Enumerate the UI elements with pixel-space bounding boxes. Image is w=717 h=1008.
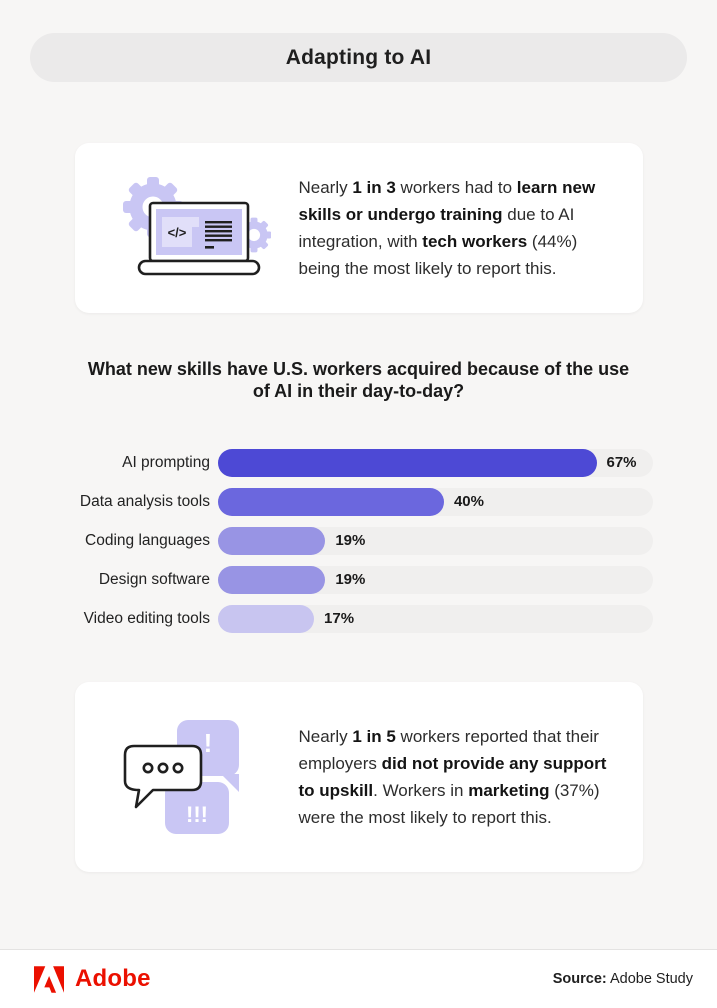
bar-fill: [218, 566, 326, 594]
chat-bubble-dots: [123, 744, 202, 809]
bar-value-label: 67%: [606, 454, 637, 471]
bar-category-label: Data analysis tools: [79, 493, 210, 510]
bar-value-label: 40%: [453, 493, 484, 510]
exclamation-glyph: !: [203, 728, 212, 758]
bar-track: 19%: [218, 527, 653, 555]
adobe-logo: Adobe: [34, 965, 151, 993]
bar-chart-row: Video editing tools 17%: [64, 605, 653, 633]
triple-exclamation-glyph: !!!: [186, 802, 208, 827]
source-credit: Source: Adobe Study: [553, 971, 693, 987]
adobe-wordmark: Adobe: [75, 965, 151, 992]
bar-fill: [218, 605, 315, 633]
bar-track: 17%: [218, 605, 653, 633]
bar-category-label: AI prompting: [122, 454, 210, 471]
bar-category-label: Coding languages: [85, 532, 210, 549]
bar-fill: [218, 488, 444, 516]
code-panel: [161, 217, 192, 247]
bar-track: 40%: [218, 488, 653, 516]
chat-alert-icon-svg: ! !!!: [123, 720, 239, 834]
source-label: Source:: [552, 971, 607, 987]
stat-card-support-text: Nearly 1 in 5 workers reported that thei…: [298, 727, 607, 827]
stat-card-support: ! !!! Nearly 1 in 5 workers reported tha…: [74, 682, 643, 872]
footer: Adobe Source: Adobe Study: [0, 949, 717, 1008]
bar-track: 67%: [218, 449, 653, 477]
laptop-code-icon: </>: [109, 167, 271, 289]
bar-track: 19%: [218, 566, 653, 594]
source-text: Adobe Study: [606, 971, 693, 987]
code-panel-corner: [188, 217, 199, 227]
laptop-base: [137, 259, 260, 276]
chat-alert-icon: ! !!!: [109, 712, 271, 842]
chat-bubble-alert-bottom: !!!: [164, 782, 229, 834]
bar-chart: AI prompting 67% Data analysis tools 40%…: [64, 449, 653, 633]
stat-card-training: </> Nearly 1 in 3 workers had to learn n…: [74, 143, 643, 313]
code-glyph: </>: [167, 225, 186, 240]
bar-category-label: Video editing tools: [83, 610, 210, 627]
bar-chart-row: AI prompting 67%: [64, 449, 653, 477]
bar-chart-row: Data analysis tools 40%: [64, 488, 653, 516]
bar-value-label: 17%: [324, 610, 355, 627]
adobe-mark-icon: [34, 965, 64, 993]
bar-fill: [218, 527, 326, 555]
screen-text-lines: [204, 221, 232, 249]
bar-fill: [218, 449, 597, 477]
laptop-code-icon-svg: </>: [122, 177, 271, 276]
page-title: Adapting to AI: [30, 33, 687, 82]
bar-value-label: 19%: [335, 532, 366, 549]
bar-value-label: 19%: [335, 571, 366, 588]
page-title-text: Adapting to AI: [285, 45, 432, 69]
bar-category-label: Design software: [98, 571, 210, 588]
bar-chart-row: Coding languages 19%: [64, 527, 653, 555]
bar-chart-row: Design software 19%: [64, 566, 653, 594]
stat-card-training-text: Nearly 1 in 3 workers had to learn new s…: [298, 178, 596, 278]
chart-title: What new skills have U.S. workers acquir…: [87, 359, 630, 401]
